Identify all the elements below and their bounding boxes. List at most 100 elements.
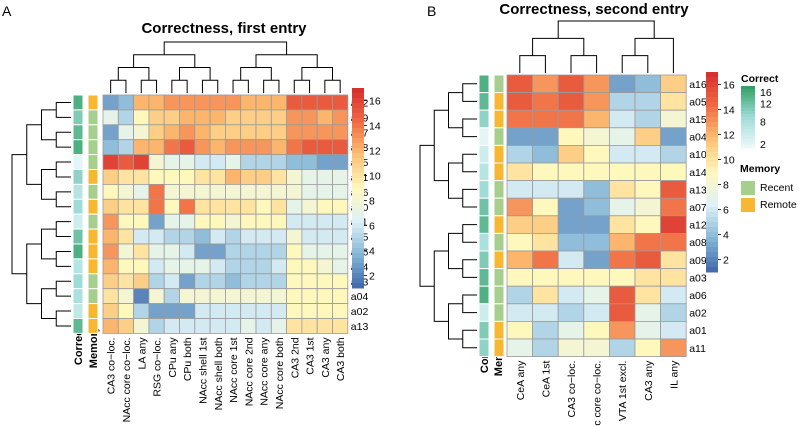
column-label: CA3 any <box>643 360 655 401</box>
heatmap-cell <box>634 215 662 234</box>
colorbar-segment <box>352 243 364 249</box>
colorbar-segment <box>352 278 364 284</box>
heatmap-cell <box>583 162 610 182</box>
colorbar-segment <box>352 198 364 204</box>
colorbar-segment <box>352 88 364 94</box>
heatmap-cell <box>609 127 636 146</box>
column-label: CPu both <box>182 337 194 381</box>
heatmap-cell <box>179 169 196 185</box>
heatmap-cell <box>179 109 196 126</box>
heatmap-cell <box>240 303 257 319</box>
colorbar-segment <box>352 258 364 264</box>
heatmap-cell <box>316 243 333 260</box>
heatmap-cell <box>506 268 534 287</box>
heatmap-cell <box>286 228 303 245</box>
colorbar-segment <box>352 133 364 139</box>
colorbar-segment <box>706 162 718 168</box>
heatmap-cell <box>117 288 135 305</box>
column-dendrogram-branch <box>140 79 158 93</box>
heatmap-cell <box>583 92 610 111</box>
correct-annotation-cell <box>478 127 490 146</box>
colorbar-segment <box>706 152 718 158</box>
heatmap-cell <box>133 273 150 290</box>
colorbar-segment <box>352 233 364 239</box>
column-label: NAcc core 1st <box>228 337 240 402</box>
heatmap-cell <box>163 198 180 215</box>
colorbar-segment <box>352 283 364 289</box>
colorbar-segment <box>352 238 364 244</box>
heatmap-cell <box>660 127 687 146</box>
heatmap-cell <box>583 215 610 234</box>
heatmap-cell <box>506 74 534 94</box>
heatmap-cell <box>660 268 687 287</box>
colorbar-segment <box>352 218 364 224</box>
heatmap-cell <box>194 213 211 230</box>
memory-annotation-cell <box>87 258 99 275</box>
heatmap-cell <box>224 183 242 200</box>
heatmap-cell <box>163 169 180 185</box>
heatmap-cell <box>224 94 242 111</box>
heatmap-cell <box>332 303 349 319</box>
heatmap-cell <box>270 183 287 200</box>
heatmap-cell <box>583 320 610 340</box>
heatmap-cell <box>506 180 534 199</box>
colorbar-segment <box>706 147 718 153</box>
colorbar-segment <box>352 108 364 114</box>
heatmap-cell <box>609 109 636 129</box>
heatmap-cell <box>286 318 303 334</box>
panel-a-correct-annotation-label: Correct <box>73 326 85 365</box>
memory-annotation-cell <box>87 124 99 141</box>
row-dendrogram-branch <box>41 228 57 260</box>
column-dendrogram-branch <box>532 37 585 56</box>
row-dendrogram-branch <box>433 250 449 322</box>
row-label: a06 <box>689 290 707 302</box>
heatmap-cell <box>316 154 333 170</box>
correct-legend-segment <box>741 126 755 130</box>
heatmap-cell <box>209 288 226 305</box>
row-label: a08 <box>689 237 707 249</box>
heatmap-cell <box>270 169 287 185</box>
row-dendrogram-branch <box>433 109 449 182</box>
heatmap-cell <box>240 273 257 290</box>
heatmap-cell <box>532 180 559 199</box>
correct-annotation-cell <box>478 92 490 111</box>
correct-legend-segment <box>741 144 755 149</box>
heatmap-cell <box>583 197 610 217</box>
heatmap-cell <box>255 109 272 126</box>
row-dendrogram-branch <box>55 191 71 208</box>
colorbar-segment <box>352 263 364 269</box>
correct-annotation-cell <box>478 197 490 217</box>
colorbar-segment <box>706 257 718 263</box>
column-label: CA3 co−loc. <box>566 361 578 418</box>
heatmap-cell <box>240 183 257 200</box>
heatmap-cell <box>179 318 196 334</box>
colorbar-segment <box>706 142 718 148</box>
heatmap-cell <box>240 139 257 155</box>
heatmap-cell <box>506 127 534 146</box>
memory-annotation-cell <box>87 243 99 260</box>
column-dendrogram-branch <box>263 79 280 93</box>
heatmap-cell <box>224 213 242 230</box>
column-label: NAcc shell 1st <box>197 337 209 404</box>
colorbar-segment <box>706 177 718 183</box>
heatmap-cell <box>583 144 610 164</box>
heatmap-cell <box>209 109 226 126</box>
correct-legend-segment <box>741 141 755 146</box>
heatmap-cell <box>102 228 119 245</box>
heatmap-cell <box>286 169 303 185</box>
heatmap-cell <box>224 154 242 170</box>
heatmap-cell <box>224 169 242 185</box>
heatmap-cell <box>583 268 610 287</box>
colorbar-segment <box>352 158 364 164</box>
heatmap-cell <box>148 228 165 245</box>
heatmap-cell <box>179 243 196 260</box>
heatmap-cell <box>240 213 257 230</box>
heatmap-cell <box>316 109 333 126</box>
heatmap-cell <box>634 92 662 111</box>
correct-legend-segment <box>741 132 755 137</box>
colorbar-segment <box>706 202 718 208</box>
heatmap-cell <box>102 94 119 111</box>
heatmap-cell <box>240 243 257 260</box>
heatmap-cell <box>332 243 349 260</box>
heatmap-cell <box>133 213 150 230</box>
